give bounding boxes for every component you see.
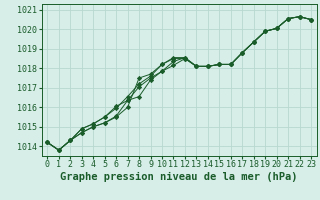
X-axis label: Graphe pression niveau de la mer (hPa): Graphe pression niveau de la mer (hPa) xyxy=(60,172,298,182)
